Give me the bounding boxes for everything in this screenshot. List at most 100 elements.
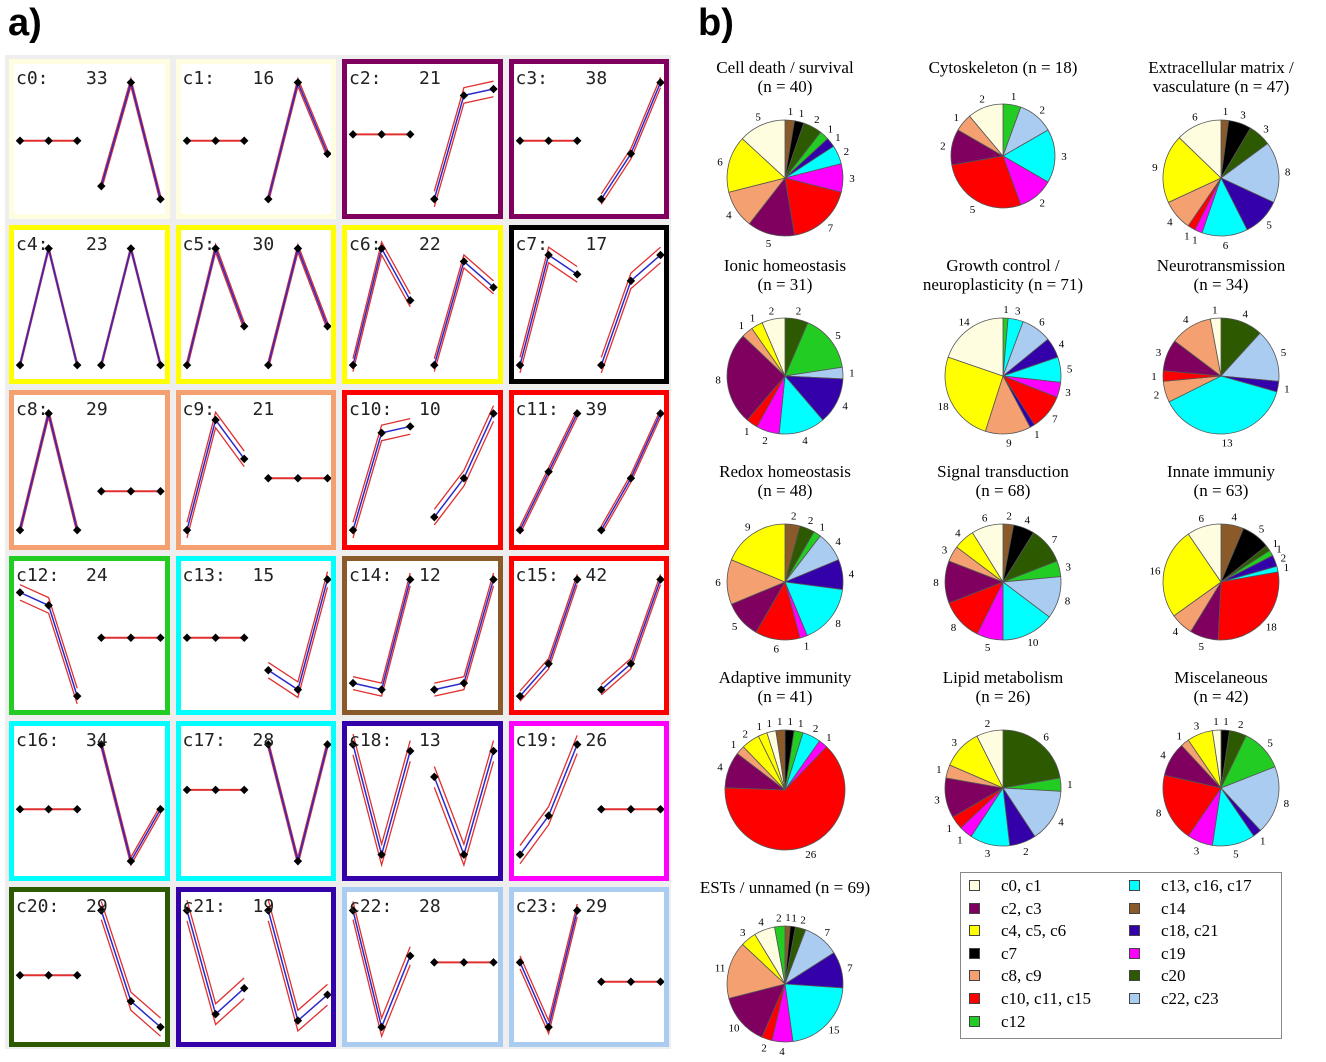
legend-label: c20	[1161, 966, 1186, 986]
profile-line	[433, 421, 495, 526]
cluster-count: 42	[585, 564, 608, 586]
cluster-profile-plot	[15, 409, 165, 535]
pie-block: Extracellular matrix / vasculature (n = …	[1116, 58, 1326, 252]
cluster-panel-c9: c9: 21	[175, 390, 336, 550]
profile-point	[348, 678, 358, 688]
pie-slice-label: 4	[726, 210, 732, 222]
pie-slice-label: 1	[936, 764, 942, 776]
pie-block: Cytoskeleton (n = 18) 1 2 3 2 5 2 1 2	[898, 58, 1108, 216]
profile-line	[100, 748, 162, 868]
pie-slice	[969, 103, 1004, 158]
profile-line	[433, 751, 495, 858]
pie-slice-label: 18	[1266, 621, 1278, 633]
cluster-count: 19	[252, 896, 275, 917]
pie-slice-label: 11	[715, 962, 726, 974]
pie-slice-label: 5	[835, 330, 841, 342]
cluster-count: 15	[252, 564, 275, 586]
pie-slice	[726, 138, 786, 193]
pie-slice-label: 2	[800, 914, 806, 926]
profile-line	[518, 245, 578, 358]
profile-line	[19, 247, 78, 365]
profile-point	[322, 575, 331, 584]
pie-chart: 1 2 3 2 5 2 1 2	[940, 91, 1067, 216]
pie-block: Redox homeostasis (n = 48) 2 2 1 4 4 8 1 6 5 6 9	[680, 462, 890, 655]
pie-slice-label: 1	[744, 426, 750, 438]
cluster-count: 29	[86, 399, 108, 421]
pie-slice-label: 1	[1003, 304, 1009, 316]
pie-block: Innate immuniy (n = 63) 4 5 1 1 2 1 18 5 4 16 6	[1116, 462, 1326, 653]
pie-slice	[951, 155, 1022, 209]
pie-slice-label: 7	[847, 962, 853, 974]
cluster-label: c18:	[349, 730, 393, 752]
profile-line	[19, 417, 78, 535]
pie-slice-label: 6	[717, 157, 723, 169]
profile-point	[572, 409, 581, 418]
pie-slice-label: 6	[1039, 316, 1045, 328]
profile-point	[515, 136, 524, 146]
pie-slice-label: 8	[933, 577, 939, 589]
profile-point	[572, 269, 581, 279]
pie-slice-label: 5	[1259, 524, 1265, 536]
profile-line	[352, 252, 411, 372]
cluster-count: 30	[252, 233, 275, 255]
cluster-count: 22	[419, 233, 441, 255]
profile-point	[515, 958, 524, 967]
cluster-count: 29	[86, 896, 108, 917]
profile-line	[433, 259, 494, 365]
profile-point	[459, 958, 469, 967]
profile-point	[239, 136, 248, 146]
profile-line	[600, 77, 661, 195]
cluster-count: 33	[86, 68, 108, 89]
profile-point	[489, 747, 498, 756]
cluster-profile-plot	[515, 573, 664, 702]
profile-point	[126, 996, 136, 1006]
profile-line	[352, 734, 411, 848]
profile-line	[19, 583, 78, 689]
profile-line	[352, 433, 411, 539]
profile-point	[15, 526, 25, 535]
profile-point	[263, 474, 273, 483]
profile-point	[348, 130, 358, 139]
pie-slice	[1162, 533, 1222, 617]
profile-line	[518, 579, 578, 697]
profile-point	[405, 747, 415, 756]
cluster-label: c17:	[182, 730, 226, 752]
pie-slice-label: 2	[1238, 719, 1244, 731]
legend-swatch	[1129, 993, 1140, 1004]
profile-point	[97, 181, 106, 191]
pie-slice-label: 1	[804, 640, 810, 652]
pie-slice	[741, 119, 786, 179]
profile-line	[519, 584, 578, 702]
legend-swatch	[1129, 947, 1140, 959]
cluster-panel-c17: c17: 28	[175, 721, 336, 881]
cluster-label: c2:	[349, 68, 382, 89]
legend-swatch	[969, 970, 980, 982]
profile-line	[267, 899, 328, 1012]
profile-point	[97, 633, 106, 642]
pie-slice	[724, 746, 846, 851]
pie-slice-label: 4	[849, 568, 855, 580]
pie-slice-label: 5	[985, 642, 991, 654]
legend-label: c19	[1161, 943, 1186, 963]
profile-point	[210, 785, 220, 795]
cluster-profile-plot	[515, 735, 664, 865]
pie-slice-label: 7	[1052, 534, 1058, 546]
functional-category-pies: Cell death / survival (n = 40) 1 1 2 1 1 2 3 7 5 4…	[680, 50, 1326, 1058]
pie-slice-label: 4	[1058, 817, 1064, 829]
profile-point	[596, 360, 606, 369]
profile-line	[19, 245, 78, 363]
profile-line	[185, 920, 245, 1026]
pie-title: Miscelaneous (n = 42)	[1174, 668, 1268, 706]
profile-point	[430, 685, 439, 694]
profile-point	[489, 282, 498, 292]
pie-slice	[728, 983, 786, 1038]
profile-point	[44, 805, 53, 814]
pie-slice-label: 3	[1240, 110, 1246, 122]
profile-line	[600, 261, 661, 373]
profile-line	[267, 571, 328, 683]
pie-slice	[784, 177, 842, 236]
profile-point	[72, 805, 82, 814]
profile-point	[156, 487, 165, 496]
profile-point	[97, 740, 106, 750]
